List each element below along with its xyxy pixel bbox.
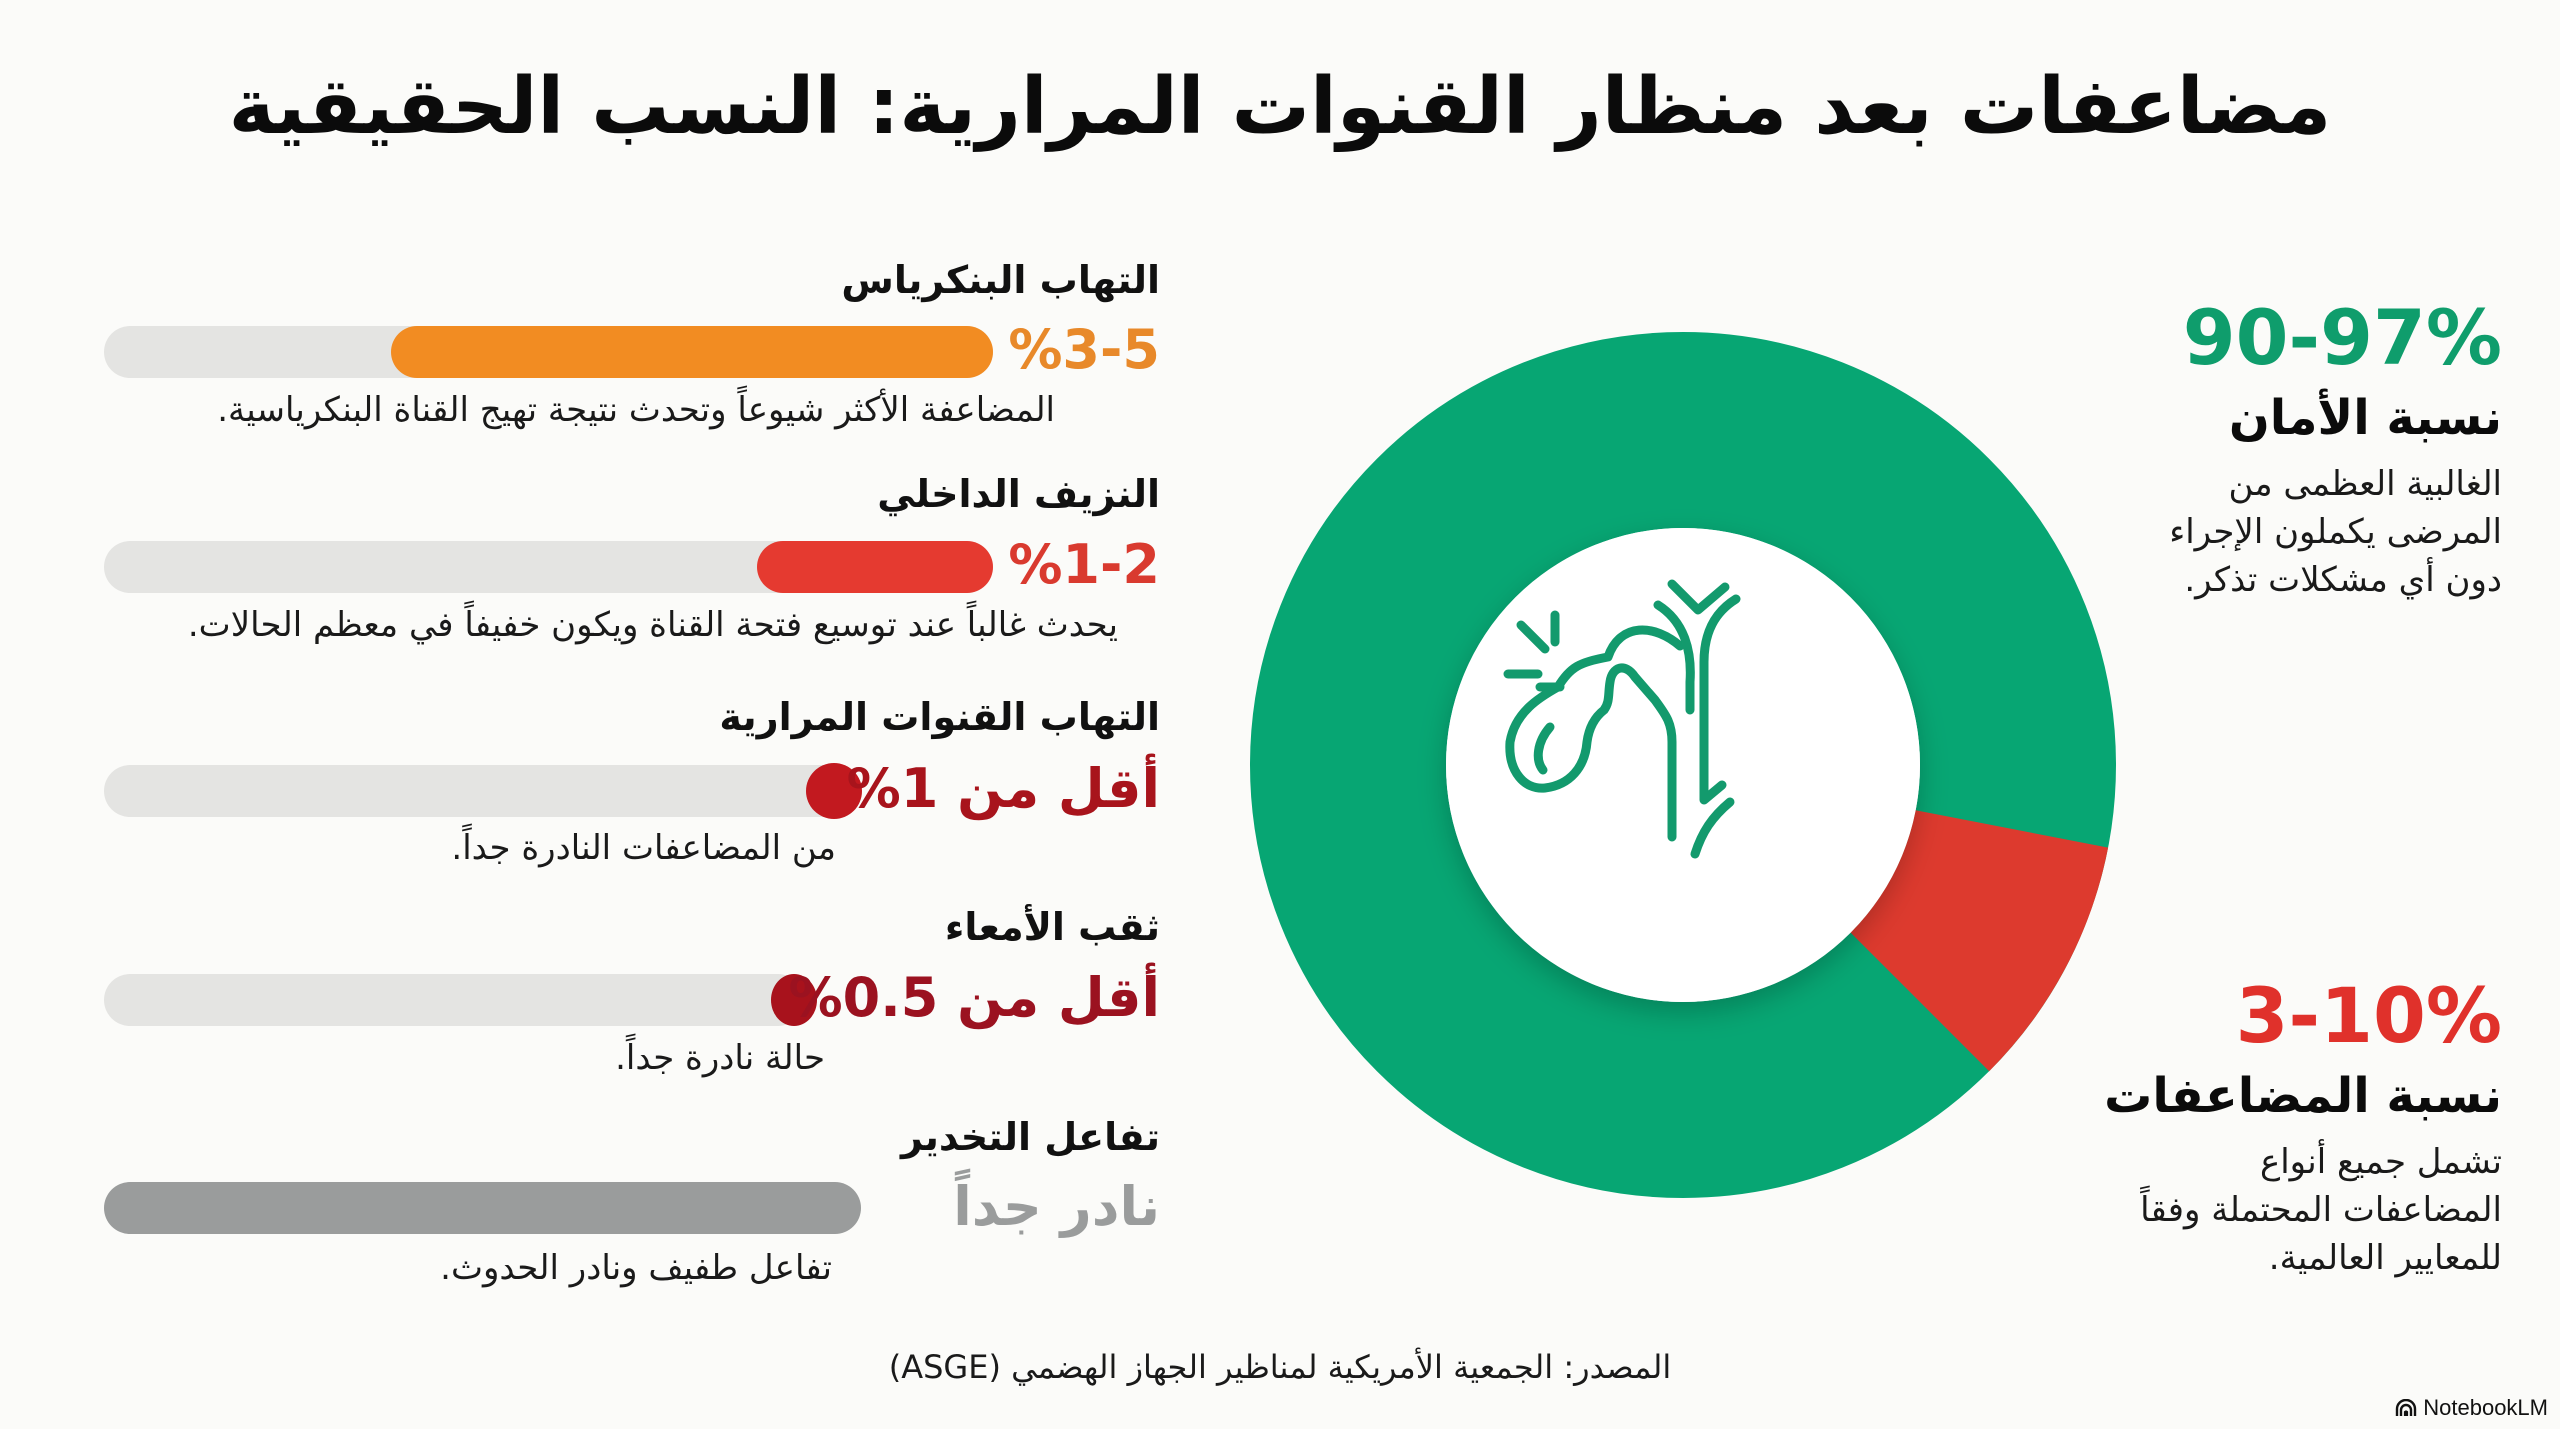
complication-description: المضاعفة الأكثر شيوعاً وتحدث نتيجة تهيج …: [217, 390, 1055, 430]
notebooklm-logo-icon: [2396, 1399, 2417, 1416]
complication-description: تفاعل طفيف ونادر الحدوث.: [440, 1248, 832, 1288]
complication-rate-value: 3-10%: [2235, 971, 2502, 1060]
complication-label: تفاعل التخدير: [900, 1115, 1160, 1159]
safety-value: 90-97%: [2182, 293, 2502, 382]
complication-value: أقل من 0.5%: [788, 966, 1160, 1029]
complication-rate-description: تشمل جميع أنواع المضاعفات المحتملة وفقاً…: [1982, 1138, 2502, 1282]
safety-description-line: الغالبية العظمى من: [2228, 464, 2502, 504]
safety-description-line: دون أي مشكلات تذكر.: [2184, 560, 2502, 600]
safety-description: الغالبية العظمى من المرضى يكملون الإجراء…: [2042, 460, 2502, 604]
complication-value: أقل من 1%: [846, 757, 1160, 820]
complication-label: التهاب القنوات المرارية: [719, 695, 1160, 739]
complication-rate-description-line: تشمل جميع أنواع: [2259, 1142, 2502, 1182]
gallbladder-bile-duct-icon: [1503, 579, 1741, 859]
complication-label: النزيف الداخلي: [877, 472, 1160, 516]
complication-label: ثقب الأمعاء: [944, 905, 1160, 949]
donut-chart: [1250, 332, 2116, 1198]
safety-description-line: المرضى يكملون الإجراء: [2169, 512, 2502, 552]
source-citation: المصدر: الجمعية الأمريكية لمناظير الجهاز…: [888, 1348, 1672, 1386]
donut-complications-segment: [1850, 810, 2109, 1072]
page-title: مضاعفات بعد منظار القنوات المرارية: النس…: [228, 62, 2332, 152]
complication-label: التهاب البنكرياس: [841, 258, 1160, 302]
bar-track: [104, 765, 855, 817]
brand-watermark: NotebookLM: [2395, 1395, 2548, 1421]
safety-title: نسبة الأمان: [2228, 390, 2502, 446]
bar-fill-bleeding: [757, 541, 993, 593]
complication-rate-block: 3-10% نسبة المضاعفات تشمل جميع أنواع الم…: [1982, 978, 2502, 1282]
complication-description: حالة نادرة جداً.: [615, 1038, 825, 1078]
bar-fill-anesthesia: [104, 1182, 861, 1234]
brand-name: NotebookLM: [2423, 1395, 2548, 1420]
complication-value: %1-2: [1008, 533, 1160, 596]
complication-rate-title: نسبة المضاعفات: [2104, 1068, 2502, 1124]
safety-block: 90-97% نسبة الأمان الغالبية العظمى من ال…: [2042, 300, 2502, 604]
complication-rate-description-line: المضاعفات المحتملة وفقاً: [2140, 1190, 2502, 1230]
complication-value: نادر جداً: [953, 1175, 1160, 1238]
donut-safety-segment: [1250, 332, 2116, 1198]
complication-value: %3-5: [1008, 318, 1160, 381]
bar-dot-cholangitis: [806, 763, 862, 819]
complication-description: يحدث غالباً عند توسيع فتحة القناة ويكون …: [187, 605, 1118, 645]
complication-description: من المضاعفات النادرة جداً.: [451, 828, 836, 868]
donut-center: [1446, 528, 1920, 1002]
complication-rate-description-line: للمعايير العالمية.: [2268, 1238, 2502, 1278]
bar-track: [104, 974, 804, 1026]
bar-fill-pancreatitis: [391, 326, 993, 378]
bar-dot-perforation: [771, 974, 817, 1026]
